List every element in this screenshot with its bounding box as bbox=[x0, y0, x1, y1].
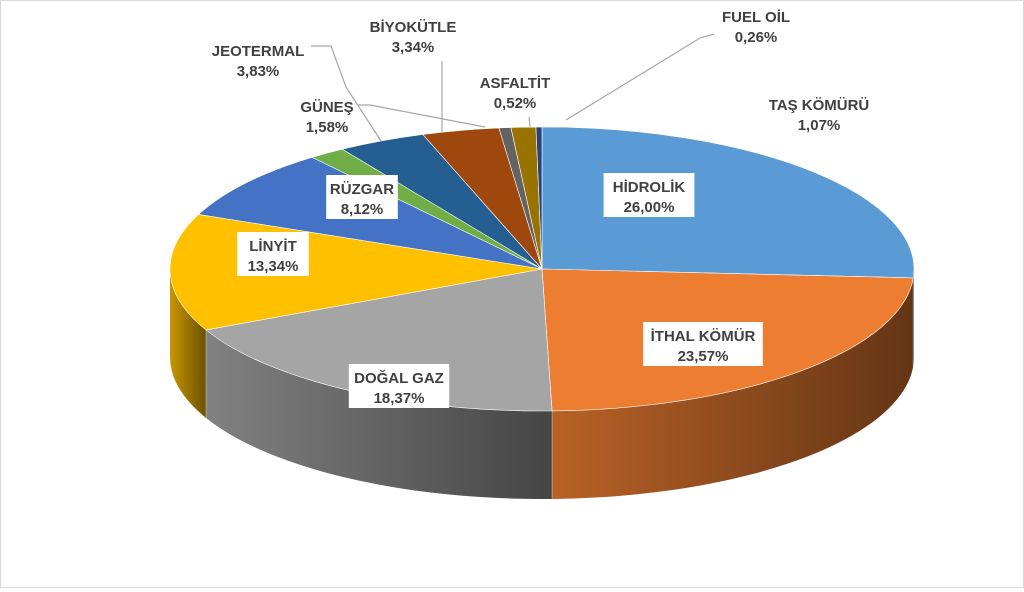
label-category: GÜNEŞ bbox=[300, 99, 353, 116]
label-category: TAŞ KÖMÜRÜ bbox=[769, 97, 870, 114]
label-box bbox=[643, 322, 763, 366]
label-value: 23,57% bbox=[678, 348, 729, 365]
label-category: JEOTERMAL bbox=[212, 43, 305, 60]
label-box bbox=[348, 364, 450, 408]
data-label-asfaltit: ASFALTİT 0,52% bbox=[480, 75, 551, 112]
label-box bbox=[326, 175, 398, 219]
label-value: 3,83% bbox=[237, 63, 280, 80]
slice-side-linyit bbox=[170, 269, 206, 418]
label-value: 0,26% bbox=[735, 29, 778, 46]
data-label-dogal-gaz: DOĞAL GAZ 18,37% bbox=[348, 364, 450, 408]
leader-line-asfaltit bbox=[528, 116, 531, 128]
label-category: LİNYİT bbox=[249, 238, 297, 255]
data-label-hidrolik: HİDROLİK 26,00% bbox=[603, 173, 695, 217]
data-label-linyit: LİNYİT 13,34% bbox=[237, 232, 309, 276]
label-category: BİYOKÜTLE bbox=[370, 19, 457, 36]
label-category: İTHAL KÖMÜR bbox=[651, 328, 756, 345]
label-box bbox=[237, 232, 309, 276]
slice-side-ithal-komur bbox=[552, 277, 914, 499]
label-category: DOĞAL GAZ bbox=[354, 369, 444, 387]
leader-line-gunes bbox=[358, 104, 486, 128]
data-label-ithal-komur: İTHAL KÖMÜR 23,57% bbox=[643, 322, 763, 366]
label-box bbox=[603, 173, 695, 217]
label-category: ASFALTİT bbox=[480, 75, 551, 92]
slice-fuel-oil bbox=[535, 126, 543, 270]
label-category: FUEL OİL bbox=[722, 9, 790, 26]
label-category: HİDROLİK bbox=[613, 179, 686, 196]
leader-line-fuel-oil bbox=[565, 33, 715, 121]
leader-line-jeotermal bbox=[311, 45, 382, 142]
data-label-tas-komuru: TAŞ KÖMÜRÜ 1,07% bbox=[769, 97, 870, 134]
slice-side-hidrolik bbox=[913, 269, 914, 366]
label-value: 26,00% bbox=[624, 199, 675, 216]
label-value: 0,52% bbox=[494, 95, 537, 112]
data-label-jeotermal: JEOTERMAL 3,83% bbox=[212, 43, 305, 80]
slice-dogal-gaz bbox=[205, 268, 553, 412]
label-value: 13,34% bbox=[248, 258, 299, 275]
label-value: 18,37% bbox=[374, 390, 425, 407]
label-category: RÜZGAR bbox=[330, 181, 394, 198]
label-value: 8,12% bbox=[341, 201, 384, 218]
data-label-ruzgar: RÜZGAR 8,12% bbox=[326, 175, 398, 219]
data-label-fuel-oil: FUEL OİL 0,26% bbox=[722, 9, 790, 46]
data-label-gunes: GÜNEŞ 1,58% bbox=[300, 99, 353, 136]
data-label-biyokutle: BİYOKÜTLE 3,34% bbox=[370, 19, 457, 56]
label-value: 1,58% bbox=[306, 119, 349, 136]
slice-side-dogal-gaz bbox=[206, 329, 553, 499]
label-value: 3,34% bbox=[392, 39, 435, 56]
slice-hidrolik bbox=[541, 126, 915, 279]
label-value: 1,07% bbox=[798, 117, 841, 134]
